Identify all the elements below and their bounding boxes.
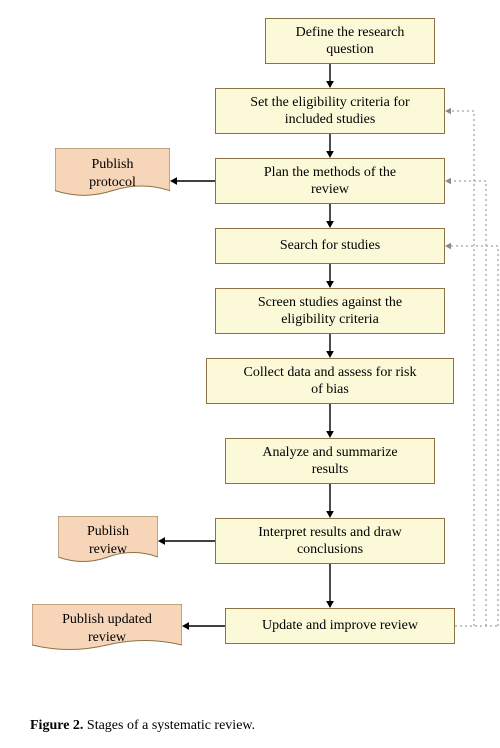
node-label: Interpret results and draw conclusions bbox=[258, 524, 401, 559]
node-n6: Collect data and assess for risk of bias bbox=[206, 358, 454, 404]
caption-text: Stages of a systematic review. bbox=[83, 718, 255, 733]
node-n7: Analyze and summarize results bbox=[225, 438, 435, 484]
node-label: Define the research question bbox=[296, 24, 405, 59]
node-n3: Plan the methods of the review bbox=[215, 158, 445, 204]
flowchart-canvas: Define the research question Set the elig… bbox=[0, 0, 500, 748]
node-label: Collect data and assess for risk of bias bbox=[243, 364, 416, 399]
node-label: Search for studies bbox=[280, 237, 380, 255]
side-node-s2: Publish review bbox=[58, 516, 158, 566]
side-node-label: Publish protocol bbox=[89, 156, 136, 191]
figure-caption: Figure 2. Stages of a systematic review. bbox=[30, 718, 255, 734]
node-label: Plan the methods of the review bbox=[264, 164, 396, 199]
side-node-s1: Publish protocol bbox=[55, 148, 170, 200]
side-node-s3: Publish updated review bbox=[32, 604, 182, 654]
caption-prefix: Figure 2. bbox=[30, 718, 83, 733]
node-label: Set the eligibility criteria for include… bbox=[250, 94, 409, 129]
node-n2: Set the eligibility criteria for include… bbox=[215, 88, 445, 134]
node-label: Analyze and summarize results bbox=[262, 444, 397, 479]
side-node-label: Publish review bbox=[87, 523, 129, 558]
side-node-label: Publish updated review bbox=[62, 611, 152, 646]
node-n8: Interpret results and draw conclusions bbox=[215, 518, 445, 564]
node-label: Screen studies against the eligibility c… bbox=[258, 294, 402, 329]
node-n9: Update and improve review bbox=[225, 608, 455, 644]
node-n1: Define the research question bbox=[265, 18, 435, 64]
node-n4: Search for studies bbox=[215, 228, 445, 264]
node-label: Update and improve review bbox=[262, 617, 418, 635]
node-n5: Screen studies against the eligibility c… bbox=[215, 288, 445, 334]
